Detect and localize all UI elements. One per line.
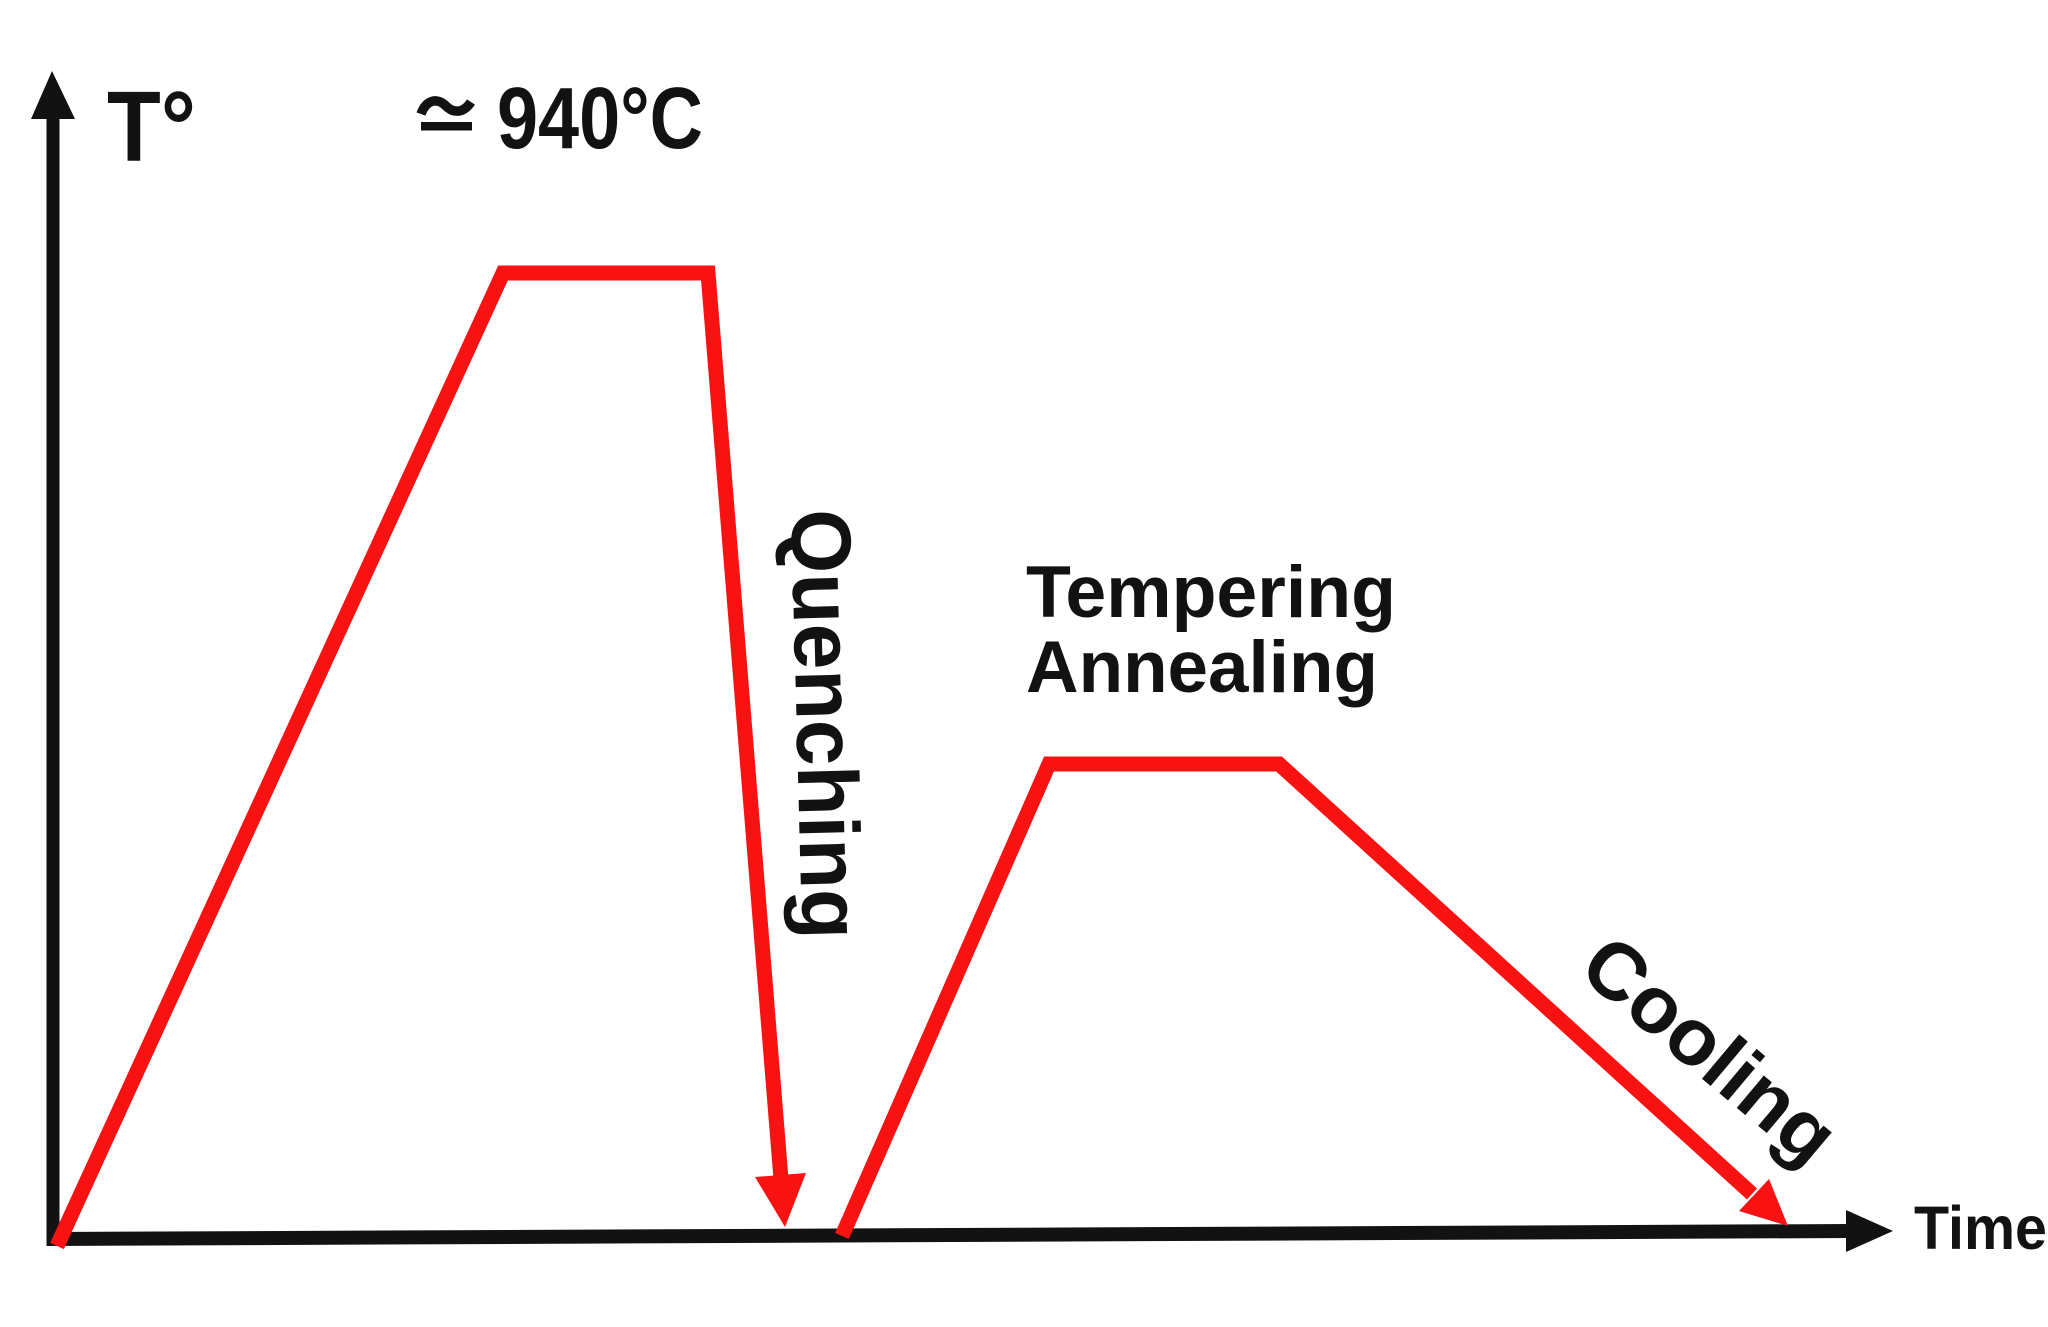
svg-text:Annealing: Annealing [1026,627,1378,708]
svg-text:T°: T° [107,71,196,183]
svg-text:940°C: 940°C [497,70,703,167]
svg-text:Time: Time [1914,1194,2047,1262]
svg-text:Tempering: Tempering [1026,552,1396,633]
svg-text:Quenching: Quenching [772,508,878,940]
